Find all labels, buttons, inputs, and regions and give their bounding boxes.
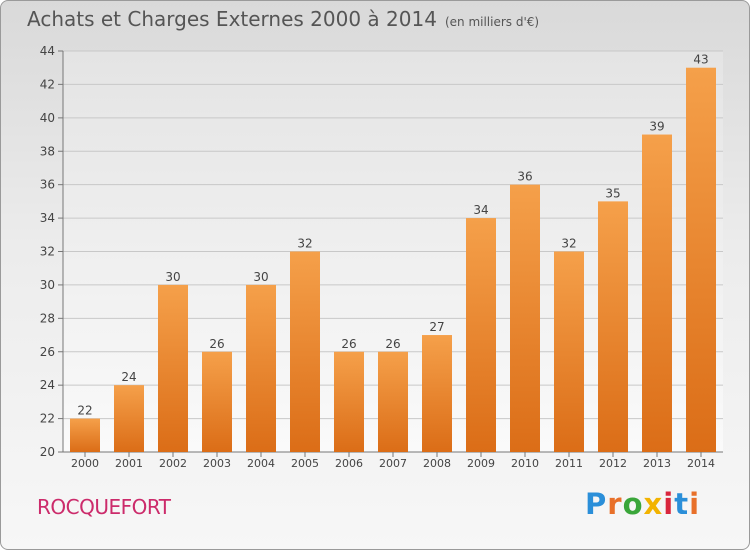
y-tick-label: 36 bbox=[40, 178, 55, 192]
x-tick-label: 2014 bbox=[687, 457, 715, 470]
y-tick-label: 34 bbox=[40, 211, 55, 225]
x-tick-label: 2003 bbox=[203, 457, 231, 470]
chart-unit: (en milliers d'€) bbox=[444, 15, 540, 29]
data-label: 35 bbox=[605, 186, 620, 200]
bar bbox=[554, 251, 584, 452]
y-tick-label: 22 bbox=[40, 412, 55, 426]
bar bbox=[334, 351, 364, 452]
y-tick-label: 32 bbox=[40, 245, 55, 259]
bar bbox=[598, 201, 628, 452]
data-label: 34 bbox=[473, 203, 488, 217]
logo-letter: o bbox=[622, 487, 644, 521]
y-tick-label: 24 bbox=[40, 378, 55, 392]
y-tick-label: 40 bbox=[40, 111, 55, 125]
y-tick-label: 20 bbox=[40, 445, 55, 459]
x-tick-label: 2013 bbox=[643, 457, 671, 470]
data-label: 43 bbox=[693, 53, 708, 67]
y-tick-label: 28 bbox=[40, 311, 55, 325]
x-tick-label: 2006 bbox=[335, 457, 363, 470]
bar bbox=[378, 351, 408, 452]
bar bbox=[114, 385, 144, 452]
x-tick-label: 2012 bbox=[599, 457, 627, 470]
logo-letter: P bbox=[585, 487, 608, 521]
data-label: 27 bbox=[429, 320, 444, 334]
bar bbox=[202, 351, 232, 452]
y-tick-label: 26 bbox=[40, 345, 55, 359]
data-label: 32 bbox=[297, 237, 312, 251]
data-label: 26 bbox=[341, 337, 356, 351]
y-tick-label: 38 bbox=[40, 144, 55, 158]
logo-letter: i bbox=[689, 487, 701, 521]
y-tick-label: 30 bbox=[40, 278, 55, 292]
bar bbox=[246, 284, 276, 452]
data-label: 30 bbox=[165, 270, 180, 284]
logo-letter: r bbox=[607, 487, 623, 521]
data-label: 36 bbox=[517, 170, 532, 184]
logo-letter: t bbox=[674, 487, 690, 521]
chart-title-text: Achats et Charges Externes 2000 à 2014 bbox=[27, 7, 437, 31]
x-tick-label: 2008 bbox=[423, 457, 451, 470]
bar bbox=[290, 251, 320, 452]
data-label: 32 bbox=[561, 237, 576, 251]
x-tick-label: 2005 bbox=[291, 457, 319, 470]
bar bbox=[686, 67, 716, 452]
proxiti-logo: Proxiti bbox=[585, 487, 700, 521]
bar bbox=[70, 418, 100, 452]
x-tick-label: 2011 bbox=[555, 457, 583, 470]
data-label: 39 bbox=[649, 120, 664, 134]
x-tick-label: 2004 bbox=[247, 457, 275, 470]
data-label: 24 bbox=[121, 370, 136, 384]
bar bbox=[510, 184, 540, 452]
commune-name: ROCQUEFORT bbox=[37, 495, 171, 519]
chart-title: Achats et Charges Externes 2000 à 2014 (e… bbox=[27, 7, 539, 31]
data-label: 26 bbox=[209, 337, 224, 351]
data-label: 22 bbox=[77, 404, 92, 418]
x-tick-label: 2001 bbox=[115, 457, 143, 470]
data-label: 30 bbox=[253, 270, 268, 284]
bar bbox=[158, 284, 188, 452]
bar bbox=[422, 335, 452, 452]
x-tick-label: 2009 bbox=[467, 457, 495, 470]
bar bbox=[642, 134, 672, 452]
x-tick-label: 2007 bbox=[379, 457, 407, 470]
x-tick-label: 2002 bbox=[159, 457, 187, 470]
logo-letter: x bbox=[643, 487, 664, 521]
x-tick-label: 2010 bbox=[511, 457, 539, 470]
logo-letter: i bbox=[663, 487, 675, 521]
data-label: 26 bbox=[385, 337, 400, 351]
x-tick-label: 2000 bbox=[71, 457, 99, 470]
y-tick-label: 42 bbox=[40, 77, 55, 91]
y-tick-label: 44 bbox=[40, 44, 55, 58]
bar bbox=[466, 218, 496, 452]
